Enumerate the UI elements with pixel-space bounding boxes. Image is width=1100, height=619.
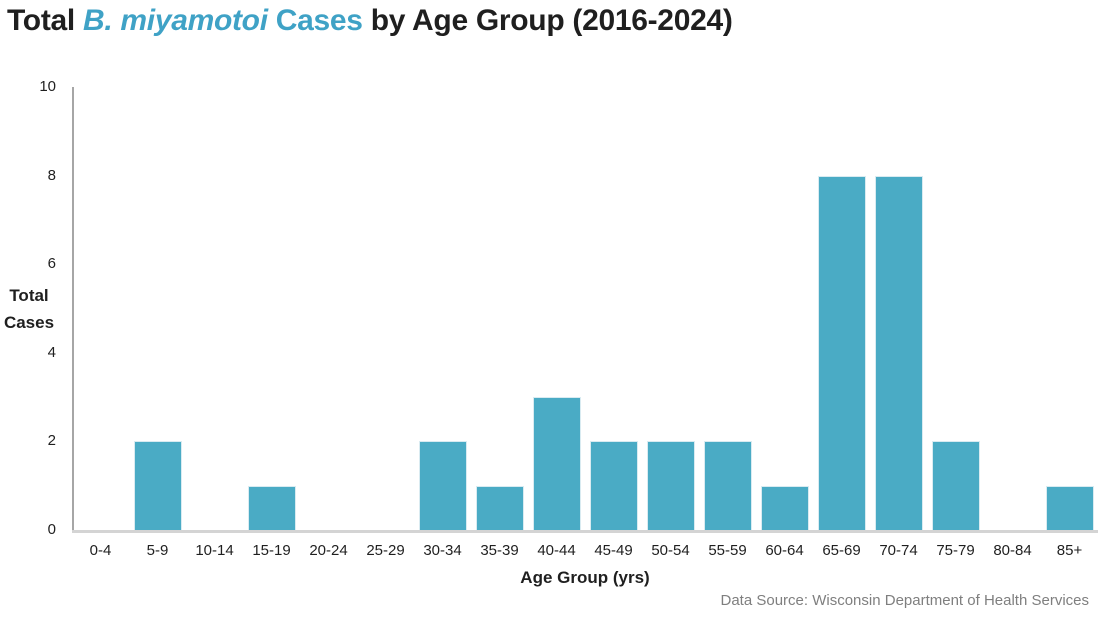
bar-35-39 — [475, 485, 524, 530]
bar-75-79 — [931, 441, 980, 530]
bar-slot — [243, 87, 300, 530]
bar-slot — [357, 87, 414, 530]
bar-70-74 — [874, 175, 923, 530]
bar-40-44 — [532, 397, 581, 530]
x-tick-label-65-69: 65-69 — [822, 542, 861, 559]
y-tick-label-0: 0 — [47, 521, 56, 538]
bars-layer — [72, 87, 1098, 530]
bar-85+ — [1045, 485, 1094, 530]
y-tick-label-4: 4 — [47, 343, 56, 361]
bar-slot — [129, 87, 186, 530]
y-tick-label-10: 10 — [39, 78, 56, 95]
bar-55-59 — [703, 441, 752, 530]
x-tick-label-80-84: 80-84 — [993, 542, 1032, 559]
bar-50-54 — [646, 441, 695, 530]
bar-slot — [870, 87, 927, 530]
bar-15-19 — [247, 485, 296, 530]
x-axis-line — [72, 530, 1098, 533]
title-prefix: Total — [7, 4, 83, 37]
x-tick-label-75-79: 75-79 — [936, 542, 975, 559]
chart-title: Total B. miyamotoi Cases by Age Group (2… — [7, 4, 733, 38]
title-suffix: by Age Group (2016-2024) — [362, 4, 733, 37]
bar-45-49 — [589, 441, 638, 530]
x-tick-label-40-44: 40-44 — [537, 542, 576, 559]
x-tick-label-85+: 85+ — [1056, 542, 1083, 559]
y-tick-label-6: 6 — [47, 255, 56, 273]
x-tick-label-15-19: 15-19 — [252, 542, 291, 559]
y-axis-line — [72, 87, 74, 533]
bar-slot — [471, 87, 528, 530]
bar-60-64 — [760, 485, 809, 530]
bar-slot — [984, 87, 1041, 530]
bar-slot — [414, 87, 471, 530]
x-tick-label-0-4: 0-4 — [89, 542, 112, 559]
bar-30-34 — [418, 441, 467, 530]
bar-slot — [756, 87, 813, 530]
y-axis-title-line-2: Cases — [3, 313, 55, 332]
bar-slot — [927, 87, 984, 530]
bar-slot — [1041, 87, 1098, 530]
x-tick-label-20-24: 20-24 — [309, 542, 348, 559]
x-axis-title: Age Group (yrs) — [520, 568, 650, 587]
x-tick-label-25-29: 25-29 — [366, 542, 405, 559]
x-tick-label-10-14: 10-14 — [195, 542, 234, 559]
bar-slot — [813, 87, 870, 530]
x-tick-label-70-74: 70-74 — [879, 542, 918, 559]
bar-slot — [186, 87, 243, 530]
title-cases-word: Cases — [267, 4, 363, 37]
bar-slot — [642, 87, 699, 530]
bar-65-69 — [817, 175, 866, 530]
y-tick-label-8: 8 — [47, 166, 56, 184]
y-tick-labels: 0 2 4 6 8 10 — [0, 78, 56, 538]
bar-5-9 — [133, 441, 182, 530]
x-tick-label-60-64: 60-64 — [765, 542, 804, 559]
plot-area — [72, 87, 1098, 530]
data-source-note: Data Source: Wisconsin Department of Hea… — [720, 592, 1090, 609]
bar-slot — [528, 87, 585, 530]
y-axis-title: Total Cases — [0, 282, 58, 336]
bar-slot — [72, 87, 129, 530]
bar-slot — [585, 87, 642, 530]
x-tick-label-50-54: 50-54 — [651, 542, 690, 559]
x-tick-label-45-49: 45-49 — [594, 542, 633, 559]
x-tick-labels: 0-4 5-9 10-14 15-19 20-24 25-29 30-34 35-39 40-4… — [72, 542, 1098, 559]
bar-slot — [699, 87, 756, 530]
title-species-name: B. miyamotoi — [82, 4, 268, 37]
y-axis-title-line-1: Total — [9, 286, 49, 305]
x-tick-label-55-59: 55-59 — [708, 542, 747, 559]
x-tick-label-30-34: 30-34 — [423, 542, 462, 559]
y-tick-label-2: 2 — [47, 432, 56, 450]
x-tick-label-35-39: 35-39 — [480, 542, 519, 559]
bar-slot — [300, 87, 357, 530]
x-tick-label-5-9: 5-9 — [146, 542, 169, 559]
